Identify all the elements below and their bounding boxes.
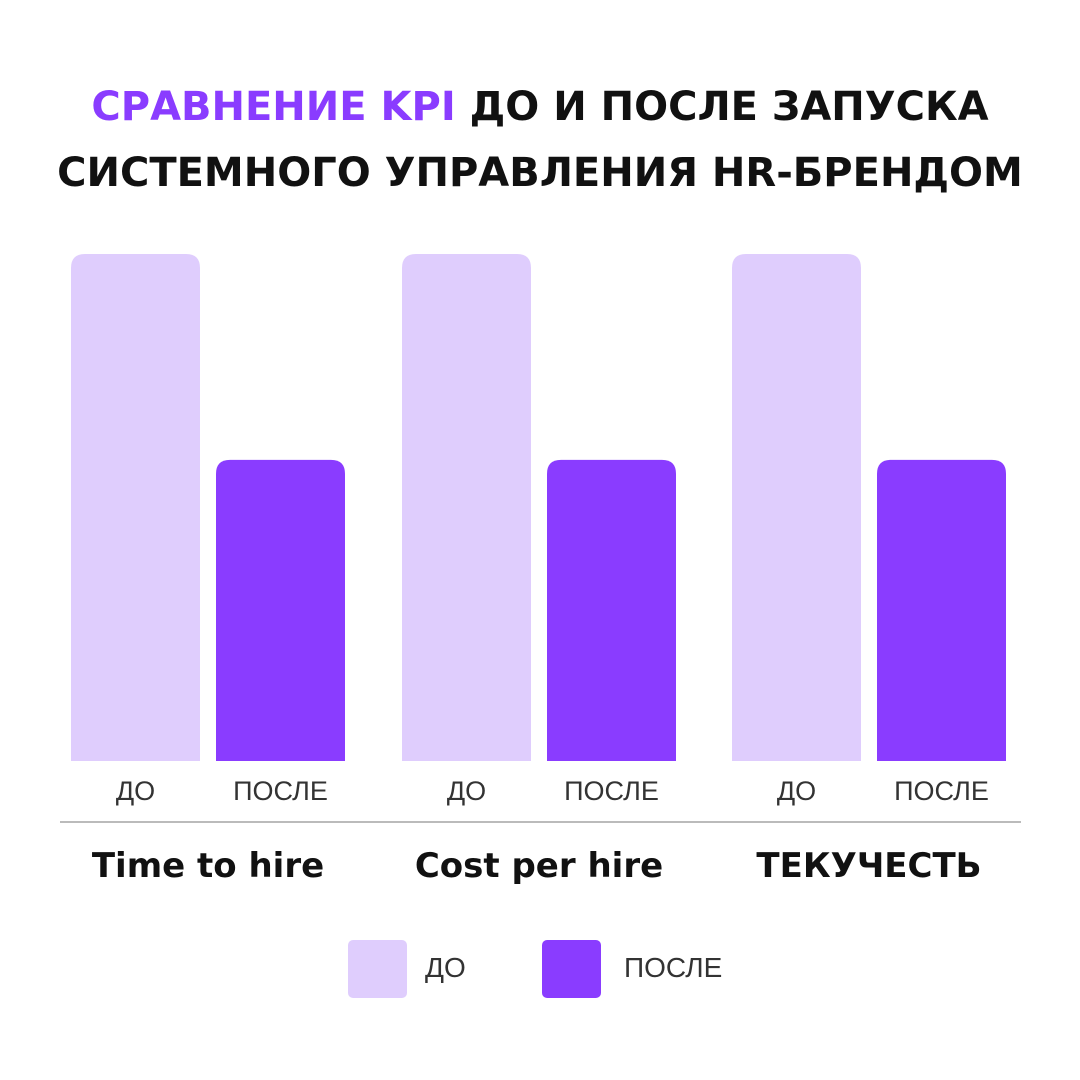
bar-label-before-1: ДО [447,776,486,806]
bar-after-0 [216,459,345,761]
bar-label-before-0: ДО [116,776,155,806]
chart-title-line1-rest: ДО И ПОСЛЕ ЗАПУСКА [455,84,989,130]
legend-label-after: ПОСЛЕ [624,952,723,983]
bar-after-1 [547,459,676,761]
bar-chart: ДО ПОСЛЕ Time to hire ДО ПОСЛЕ Cost per hire Д… [60,254,1021,886]
bar-before-0 [71,254,200,761]
bar-label-before-2: ДО [777,776,816,806]
category-label-1: Cost per hire [415,846,663,886]
bar-label-after-2: ПОСЛЕ [894,776,989,806]
legend-label-before: ДО [425,952,466,983]
legend: ДО ПОСЛЕ [0,940,1080,998]
category-label-0: Time to hire [92,846,324,886]
legend-swatch-before [348,940,407,998]
bar-before-2 [732,254,861,761]
bar-label-after-0: ПОСЛЕ [233,776,328,806]
chart-title-accent: СРАВНЕНИЕ KPI [91,84,456,130]
bar-after-2 [877,459,1006,761]
chart-title: СРАВНЕНИЕ KPI ДО И ПОСЛЕ ЗАПУСКА СИСТЕМН… [0,74,1080,206]
legend-swatch-after [542,940,601,998]
bar-label-after-1: ПОСЛЕ [564,776,659,806]
bar-before-1 [402,254,531,761]
chart-title-line2: СИСТЕМНОГО УПРАВЛЕНИЯ HR-БРЕНДОМ [57,150,1023,196]
category-label-2: ТЕКУЧЕСТЬ [756,846,981,886]
